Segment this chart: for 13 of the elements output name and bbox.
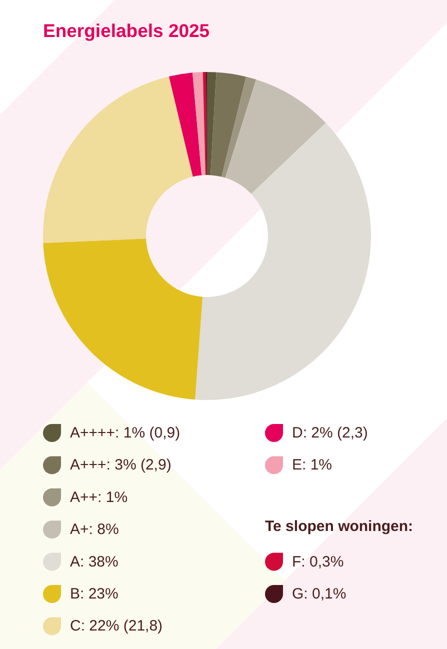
legend-label: A++: 1% xyxy=(70,488,128,506)
legend-label: C: 22% (21,8) xyxy=(70,618,163,635)
legend-label: F: 0,3% xyxy=(292,553,344,570)
legend-label: A: 38% xyxy=(70,553,118,570)
legend-label: G: 0,1% xyxy=(292,586,346,602)
legend-label: B: 23% xyxy=(70,586,118,602)
chart-title: Energielabels 2025 xyxy=(43,20,210,41)
legend-label: A++++: 1% (0,9) xyxy=(70,424,180,442)
legend-label: A+++: 3% (2,9) xyxy=(70,456,172,474)
legend-label: A+: 8% xyxy=(70,521,119,538)
legend-label: D: 2% (2,3) xyxy=(292,424,368,442)
text: Te slopen woningen: xyxy=(265,518,414,535)
legend-label: E: 1% xyxy=(292,456,332,474)
